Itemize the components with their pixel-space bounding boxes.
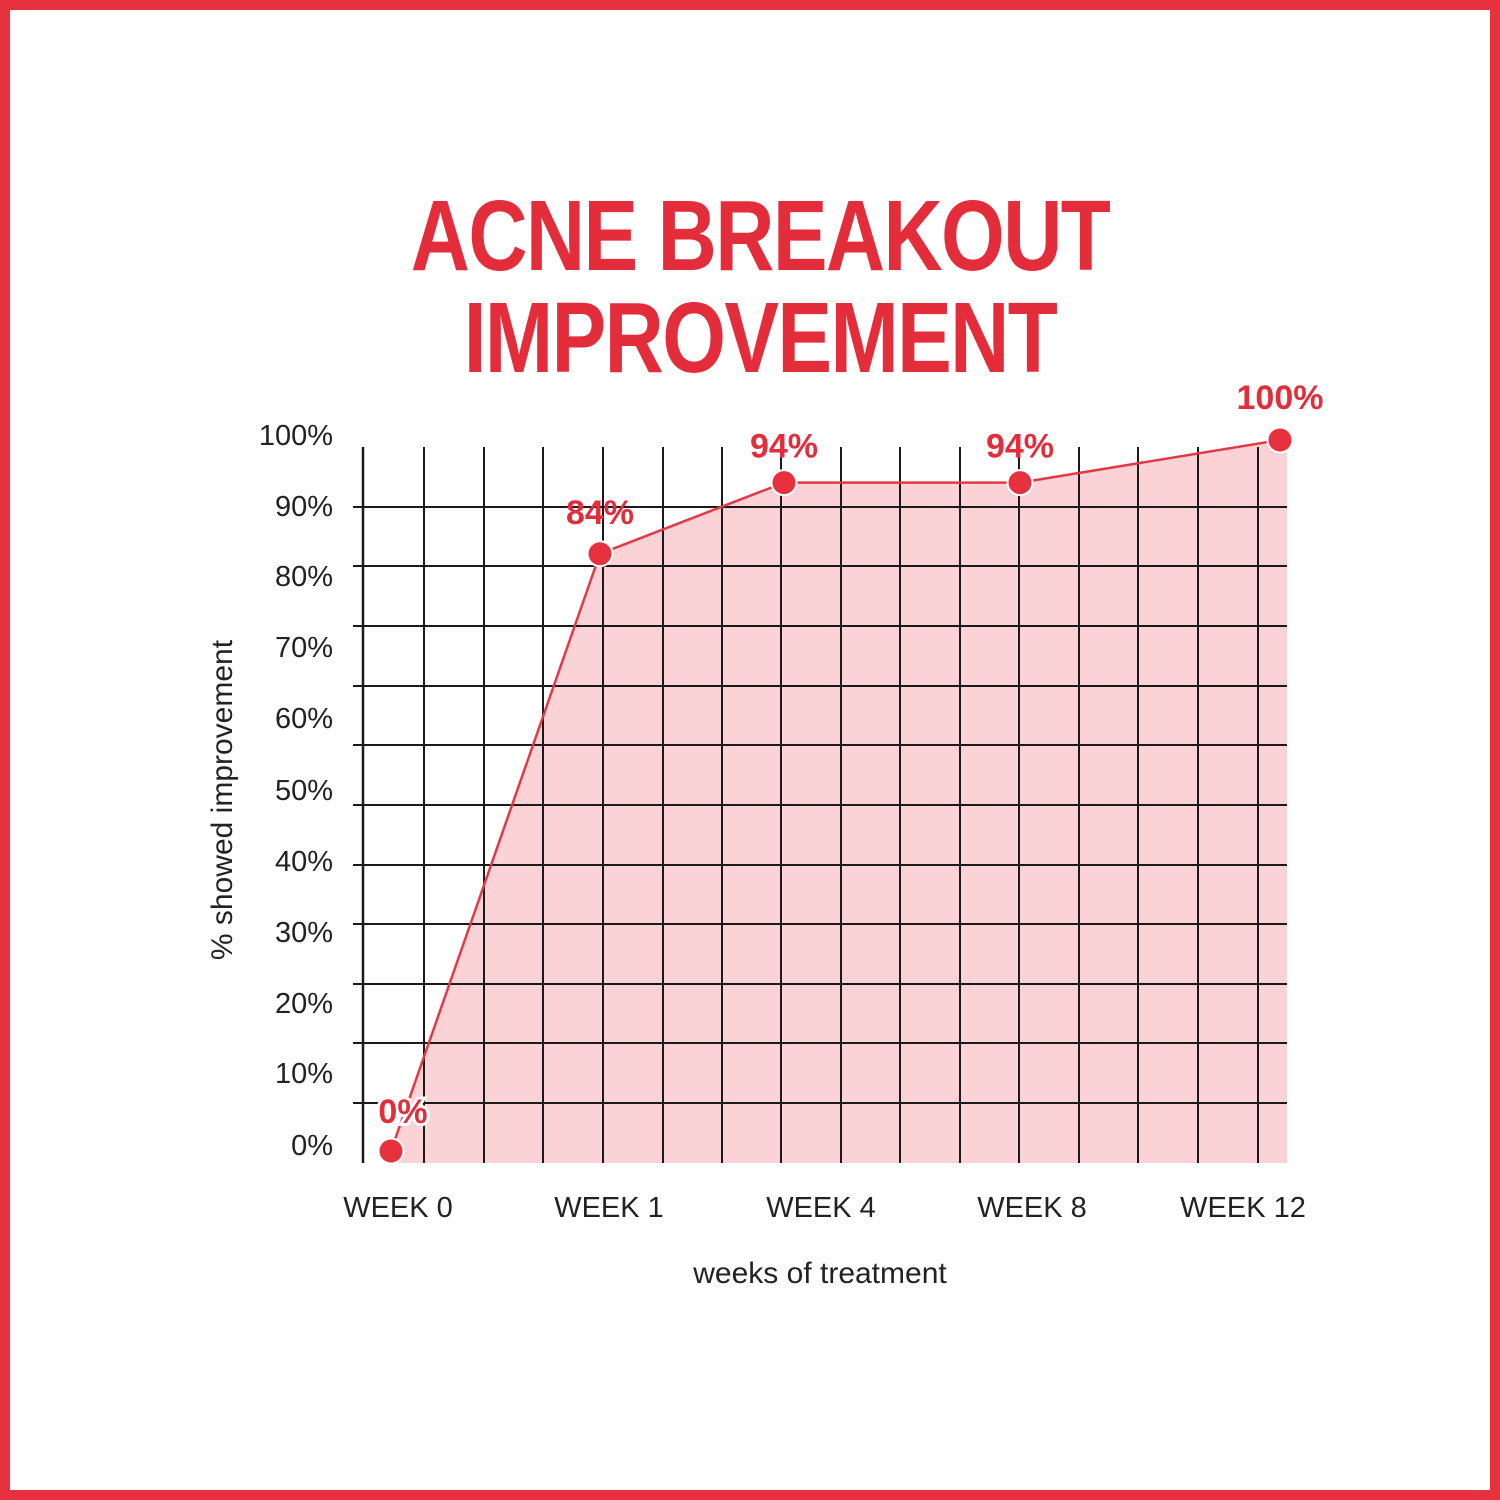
label-layer: 0% 84% 94% 94% 100% bbox=[375, 379, 1324, 1134]
data-point-week-12 bbox=[1266, 426, 1294, 454]
x-axis-label: weeks of treatment bbox=[692, 1257, 947, 1290]
x-tick-label: WEEK 8 bbox=[977, 1192, 1087, 1224]
chart-title-line-2: IMPROVEMENT bbox=[463, 282, 1058, 394]
y-tick-label: 100% bbox=[259, 420, 333, 452]
y-tick-label: 60% bbox=[275, 703, 333, 735]
area-layer bbox=[391, 440, 1287, 1163]
y-tick-label: 10% bbox=[275, 1058, 333, 1090]
grid-layer bbox=[353, 447, 1287, 1163]
data-point-week-4 bbox=[770, 469, 798, 497]
area-fill bbox=[391, 440, 1287, 1163]
y-tick-label: 30% bbox=[275, 917, 333, 949]
chart-title-line-1: ACNE BREAKOUT bbox=[410, 180, 1111, 292]
data-label: 100% bbox=[1237, 379, 1324, 417]
x-tick-label: WEEK 12 bbox=[1180, 1192, 1306, 1224]
y-tick-label: 90% bbox=[275, 491, 333, 523]
data-point-week-0 bbox=[377, 1137, 405, 1165]
y-tick-labels: 0% 10% 20% 30% 40% 50% 60% 70% 80% 90% 100% bbox=[259, 420, 333, 1162]
x-tick-label: WEEK 0 bbox=[343, 1192, 453, 1224]
y-tick-label: 50% bbox=[275, 775, 333, 807]
data-label: 0% bbox=[378, 1093, 427, 1131]
x-tick-label: WEEK 4 bbox=[766, 1192, 876, 1224]
y-tick-label: 0% bbox=[291, 1130, 333, 1162]
y-tick-label: 40% bbox=[275, 846, 333, 878]
marker-layer bbox=[377, 426, 1294, 1165]
y-tick-label: 70% bbox=[275, 632, 333, 664]
data-point-week-1 bbox=[586, 540, 614, 568]
x-tick-labels: WEEK 0 WEEK 1 WEEK 4 WEEK 8 WEEK 12 bbox=[343, 1192, 1306, 1224]
data-label: 84% bbox=[566, 494, 634, 532]
y-tick-label: 80% bbox=[275, 561, 333, 593]
data-label: 94% bbox=[986, 428, 1054, 466]
x-tick-label: WEEK 1 bbox=[554, 1192, 664, 1224]
y-tick-label: 20% bbox=[275, 988, 333, 1020]
data-point-week-8 bbox=[1006, 469, 1034, 497]
data-label: 94% bbox=[750, 428, 818, 466]
y-axis-label: % showed improvement bbox=[206, 639, 239, 960]
